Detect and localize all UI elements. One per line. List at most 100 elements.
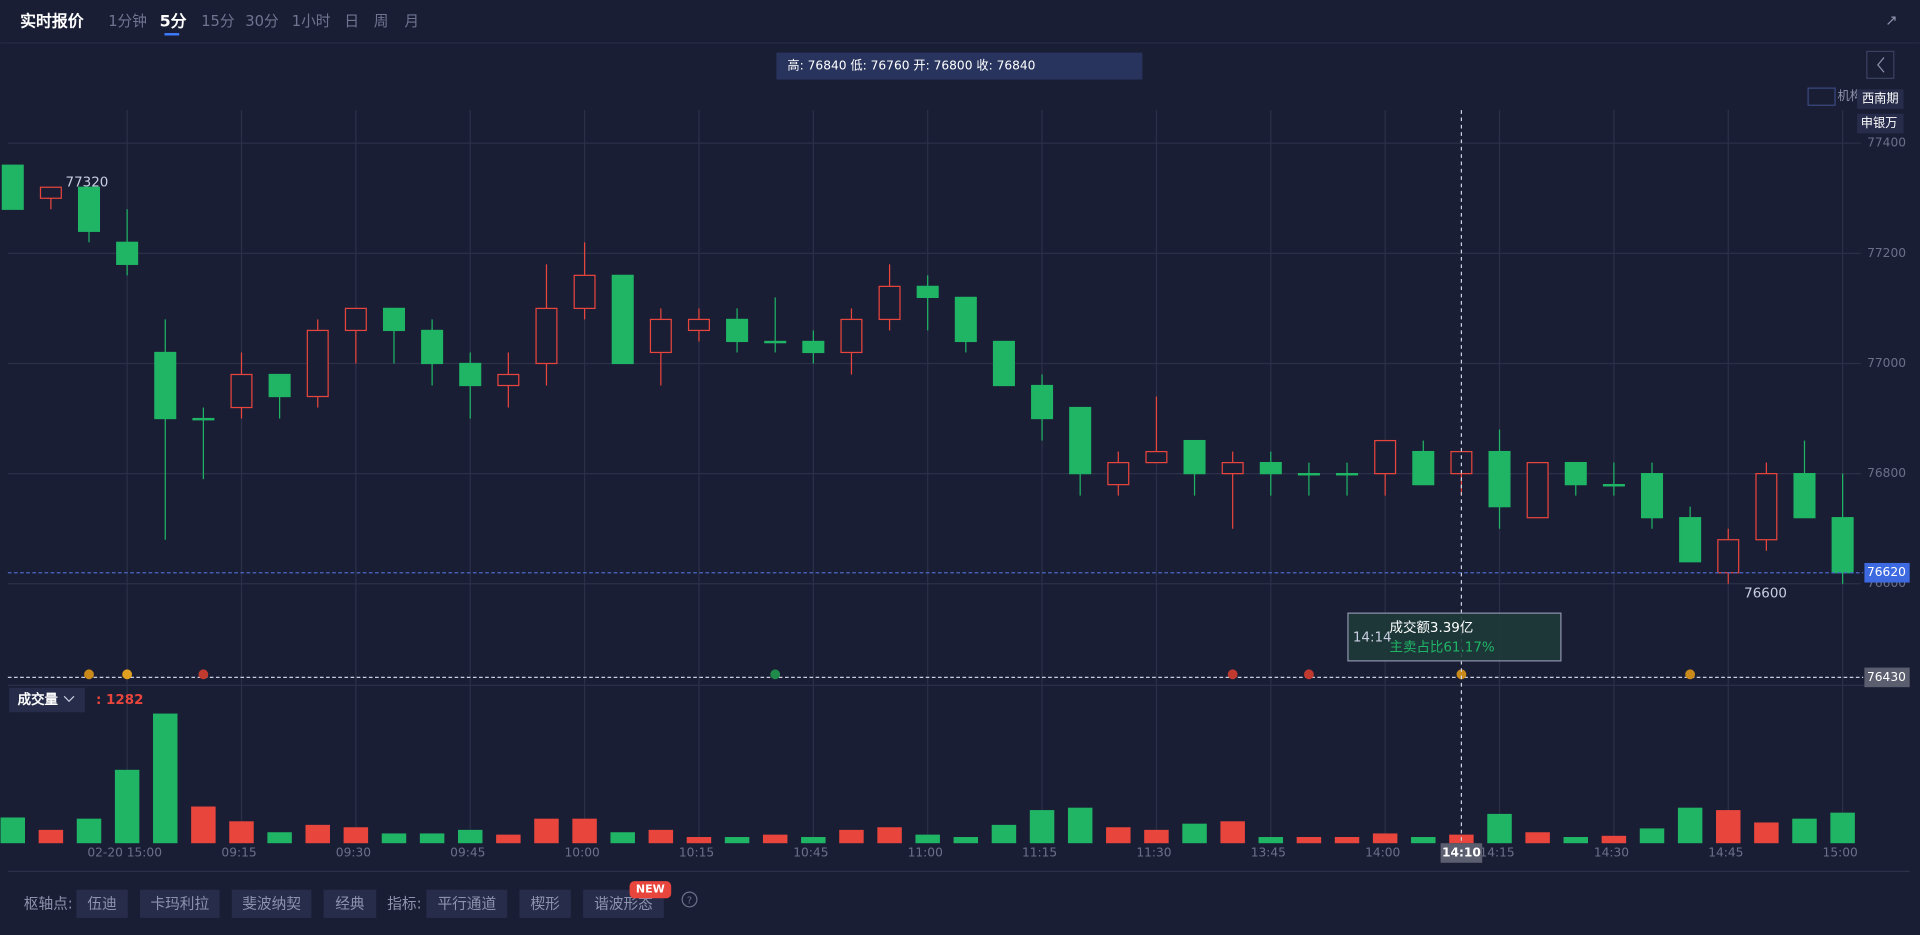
crosshair-label: 14:10 xyxy=(1442,846,1481,860)
volume-bar xyxy=(114,769,140,844)
tab[interactable]: 周 xyxy=(374,13,389,30)
volume-bar xyxy=(0,817,26,844)
toolbar-button[interactable] xyxy=(76,889,128,918)
candle-body xyxy=(192,417,215,421)
event-icon xyxy=(84,669,94,680)
toolbar-button[interactable] xyxy=(231,889,312,918)
x-tick-label: 09:30 xyxy=(336,846,371,860)
volume-bar xyxy=(1525,832,1550,844)
new-badge-label: NEW xyxy=(636,883,665,896)
candle-body xyxy=(1107,461,1130,486)
event-icon xyxy=(770,669,781,680)
legend-tag-box xyxy=(1857,113,1904,134)
candle-body xyxy=(344,307,367,332)
grid: 77400 77200 77000 76800 76600 02-20 15:00 09:1… xyxy=(7,110,1906,860)
volume-bar xyxy=(534,818,559,844)
legend-tag: 申银万 xyxy=(1861,116,1898,130)
y-tick-label: 77000 xyxy=(1867,356,1906,370)
volume-bar xyxy=(457,829,483,844)
candle-body xyxy=(1031,384,1054,420)
candle-body xyxy=(1336,473,1359,476)
volume-bar xyxy=(1258,837,1284,844)
help-icon[interactable] xyxy=(681,891,698,908)
tab[interactable]: 日 xyxy=(344,13,359,30)
volume-bar xyxy=(1716,810,1741,844)
candle-body xyxy=(1793,473,1816,519)
volume-bar xyxy=(877,827,902,844)
event-icon xyxy=(198,669,209,680)
volume-bar xyxy=(1639,828,1665,844)
candle-body xyxy=(1221,461,1244,475)
candle-body xyxy=(268,373,291,398)
volume-bar xyxy=(801,837,826,844)
current-price-badge xyxy=(1864,562,1910,583)
volume-bar xyxy=(381,833,407,844)
x-tick-label: 14:45 xyxy=(1708,846,1743,860)
volume-bar xyxy=(610,832,635,844)
volume-selector[interactable] xyxy=(9,687,85,713)
candle-body xyxy=(1488,450,1511,508)
candle-body xyxy=(611,274,634,365)
volume-bar xyxy=(1106,827,1131,844)
toolbar-button[interactable] xyxy=(323,889,377,918)
candle-body xyxy=(1145,450,1168,464)
side-toggle[interactable] xyxy=(1866,50,1895,79)
tab[interactable]: 1分钟 xyxy=(108,13,147,30)
new-badge xyxy=(629,881,672,899)
volume-bar xyxy=(839,829,864,844)
toolbar-button[interactable] xyxy=(140,889,220,918)
tooltip xyxy=(1347,612,1562,662)
candle-body xyxy=(421,329,444,365)
volume-bar xyxy=(267,832,292,844)
volume-bar xyxy=(1411,837,1436,844)
candle-body xyxy=(1717,539,1740,574)
candle-body xyxy=(573,274,596,310)
volume-bar xyxy=(76,818,102,844)
event-icon xyxy=(1304,669,1314,680)
candle-body xyxy=(382,307,405,332)
candle-body xyxy=(1564,461,1587,486)
x-tick-label: 11:15 xyxy=(1022,846,1057,860)
candle-body xyxy=(1755,473,1778,541)
x-tick-label: 10:00 xyxy=(565,846,600,860)
candle-body xyxy=(1412,450,1435,486)
toolbar-button-label: 伍迪 xyxy=(87,895,117,912)
tab[interactable]: 1小时 xyxy=(292,13,331,30)
volume-bar xyxy=(419,833,445,844)
volume-label: 成交量 xyxy=(18,691,59,708)
tab[interactable]: 15分 xyxy=(201,13,235,30)
volume-bar xyxy=(229,821,254,844)
volume-bar xyxy=(1067,807,1093,844)
candle-body xyxy=(230,373,253,409)
candle-body xyxy=(154,351,177,420)
tab[interactable]: 30分 xyxy=(245,13,279,30)
toolbar-label: 指标: xyxy=(387,895,421,912)
volume-bar xyxy=(1182,823,1207,844)
help-label: ? xyxy=(687,896,692,907)
candle-body xyxy=(497,373,520,387)
toolbar-button[interactable] xyxy=(519,889,571,918)
marker-badge xyxy=(1864,667,1910,688)
candle-body xyxy=(764,340,787,344)
volume-bar xyxy=(1830,812,1855,844)
toolbar-button[interactable] xyxy=(426,889,508,918)
collapse-icon[interactable] xyxy=(1887,16,1896,25)
tab[interactable]: 5分 xyxy=(160,12,187,31)
tab[interactable]: 月 xyxy=(404,13,419,30)
volume-bar xyxy=(1372,833,1398,844)
volume-bar xyxy=(1754,822,1779,844)
toolbar-button-label: 卡玛利拉 xyxy=(150,895,209,912)
low-label: 76600 xyxy=(1744,587,1787,602)
volume-bar xyxy=(648,829,674,844)
ohlc-box xyxy=(776,52,1143,80)
candle-body xyxy=(1374,439,1397,475)
x-tick-label: 14:15 xyxy=(1479,846,1514,860)
toolbar-button-label: 谐波形态 xyxy=(594,895,653,912)
candle-body xyxy=(916,285,939,299)
candle-body xyxy=(1259,461,1282,475)
candle-body xyxy=(1831,517,1854,574)
volume-bar xyxy=(191,806,216,844)
candle-body xyxy=(116,241,139,265)
